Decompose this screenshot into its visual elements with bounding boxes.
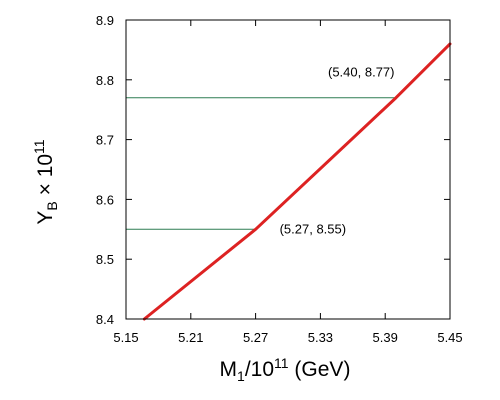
y-axis-title-sup: 11 [31,139,47,154]
plot-frame [125,19,451,320]
y-axis-title-sub: B [44,201,60,210]
x-tick-label: 5.33 [308,330,333,345]
annotation-label: (5.40, 8.77) [328,65,395,80]
x-tick-label: 5.39 [373,330,398,345]
x-tick-label: 5.45 [437,330,462,345]
annotation-label: (5.27, 8.55) [280,221,347,236]
x-axis-title-div: /10 [245,358,274,381]
tick-marks [125,19,451,320]
y-tick-label: 8.7 [96,133,114,148]
x-axis-title-unit: (GeV) [289,358,351,381]
x-axis-title-base: M [220,358,238,381]
reference-lines [126,97,396,230]
y-axis-title-times: × 10 [34,154,57,201]
x-axis-title-sub: 1 [237,368,245,384]
y-axis-title: YB × 1011 [31,139,60,224]
y-tick-labels: 8.4 8.5 8.6 8.7 8.8 8.9 [96,13,114,327]
y-tick-label: 8.8 [96,73,114,88]
annotations: (5.27, 8.55) (5.40, 8.77) [280,65,395,237]
y-tick-label: 8.5 [96,252,114,267]
x-tick-label: 5.21 [178,330,203,345]
y-tick-label: 8.9 [96,13,114,28]
x-tick-label: 5.27 [243,330,268,345]
series-line [142,42,452,321]
y-tick-label: 8.6 [96,192,114,207]
x-tick-label: 5.15 [113,330,138,345]
x-tick-labels: 5.15 5.21 5.27 5.33 5.39 5.45 [113,330,462,345]
y-tick-label: 8.4 [96,312,114,327]
x-axis-title: M1/1011 (GeV) [220,355,351,384]
y-axis-title-base: Y [34,211,57,225]
x-axis-title-sup: 11 [274,355,289,371]
series-layer [142,42,452,321]
